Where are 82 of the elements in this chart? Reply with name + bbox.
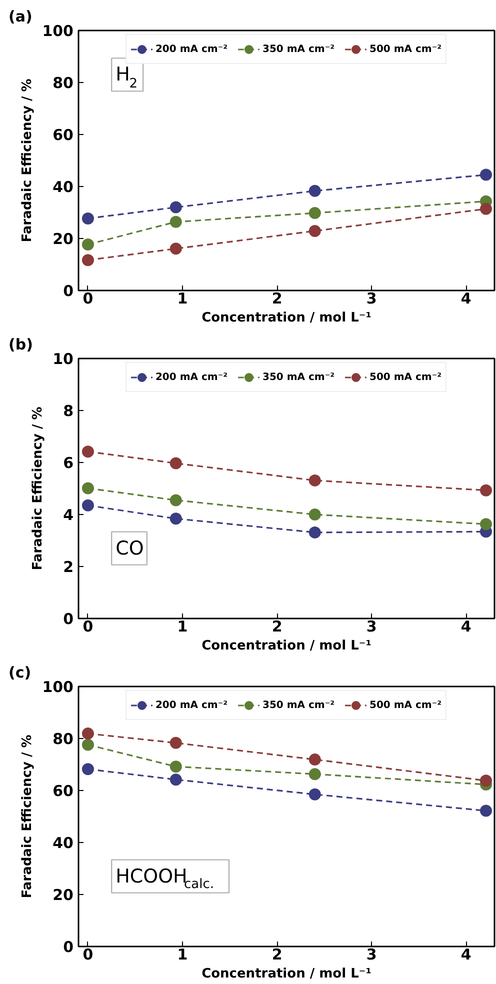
x-tick-label: 1 xyxy=(177,290,188,308)
point xyxy=(82,238,94,250)
point xyxy=(170,216,182,228)
x-tick-label: 3 xyxy=(366,290,377,308)
x-tick-label: 3 xyxy=(366,618,377,636)
legend-label: 500 mA cm⁻² xyxy=(370,372,442,382)
x-tick-label: 4 xyxy=(460,290,472,308)
point xyxy=(82,482,94,494)
point xyxy=(82,738,94,751)
point xyxy=(170,242,182,255)
y-axis-title: Faradaic Efficiency / % xyxy=(30,406,46,570)
y-tick-label: 2 xyxy=(63,558,74,576)
legend-label: 350 mA cm⁻² xyxy=(262,44,335,54)
point xyxy=(82,728,94,740)
point xyxy=(82,446,94,458)
y-tick-label: 6 xyxy=(63,454,74,472)
x-tick-label: 2 xyxy=(272,290,282,308)
y-tick-label: 60 xyxy=(52,126,74,144)
point xyxy=(480,804,492,817)
x-axis-title: Concentration / mol L⁻¹ xyxy=(202,310,372,326)
point xyxy=(308,526,321,538)
x-tick-label: 0 xyxy=(82,618,94,636)
point xyxy=(480,518,492,530)
point xyxy=(480,484,492,496)
y-tick-label: 80 xyxy=(52,74,74,92)
point xyxy=(82,499,94,512)
legend-label: 200 mA cm⁻² xyxy=(155,44,228,54)
point xyxy=(170,201,182,214)
y-tick-label: 40 xyxy=(52,178,74,196)
chart-title: (c) xyxy=(8,664,32,682)
point xyxy=(170,512,182,525)
y-tick-label: 100 xyxy=(42,22,74,40)
point xyxy=(480,774,492,787)
legend-label: 350 mA cm⁻² xyxy=(262,700,335,710)
legend-label: 200 mA cm⁻² xyxy=(155,700,228,710)
point xyxy=(308,788,321,800)
point xyxy=(170,760,182,773)
y-tick-label: 20 xyxy=(52,230,74,248)
y-axis-title: Faradaic Efficiency / % xyxy=(20,78,36,242)
x-tick-label: 0 xyxy=(82,946,94,964)
point xyxy=(480,202,492,215)
x-tick-label: 3 xyxy=(366,946,377,964)
point xyxy=(170,736,182,749)
y-tick-label: 80 xyxy=(52,730,74,748)
point xyxy=(480,168,492,181)
point xyxy=(308,224,321,237)
point xyxy=(170,457,182,470)
x-tick-label: 1 xyxy=(177,618,188,636)
y-tick-label: 40 xyxy=(52,834,74,852)
legend-label: 350 mA cm⁻² xyxy=(262,372,335,382)
y-tick-label: 10 xyxy=(52,350,74,368)
x-tick-label: 4 xyxy=(460,946,472,964)
x-tick-label: 2 xyxy=(272,946,282,964)
point xyxy=(82,763,94,776)
point xyxy=(308,184,321,197)
x-tick-label: 0 xyxy=(82,290,94,308)
y-tick-label: 100 xyxy=(42,678,74,696)
y-axis-title: Faradaic Efficiency / % xyxy=(20,734,36,898)
y-tick-label: 20 xyxy=(52,886,74,904)
x-tick-label: 4 xyxy=(460,618,472,636)
point xyxy=(170,774,182,786)
point xyxy=(308,754,321,766)
point xyxy=(308,508,321,520)
y-tick-label: 4 xyxy=(63,506,74,524)
legend-label: 200 mA cm⁻² xyxy=(155,372,228,382)
point xyxy=(308,207,321,220)
point xyxy=(308,474,321,486)
point xyxy=(170,494,182,506)
chart-title: (a) xyxy=(8,8,32,26)
x-axis-title: Concentration / mol L⁻¹ xyxy=(202,638,372,654)
annotation: CO xyxy=(116,537,144,560)
x-axis-title: Concentration / mol L⁻¹ xyxy=(202,966,372,982)
legend-label: 500 mA cm⁻² xyxy=(370,700,442,710)
point xyxy=(82,212,94,224)
x-tick-label: 2 xyxy=(272,618,282,636)
y-tick-label: 60 xyxy=(52,782,74,800)
point xyxy=(82,254,94,266)
legend-label: 500 mA cm⁻² xyxy=(370,44,442,54)
y-tick-label: 8 xyxy=(63,402,74,420)
chart-title: (b) xyxy=(8,336,33,354)
point xyxy=(308,768,321,780)
x-tick-label: 1 xyxy=(177,946,188,964)
